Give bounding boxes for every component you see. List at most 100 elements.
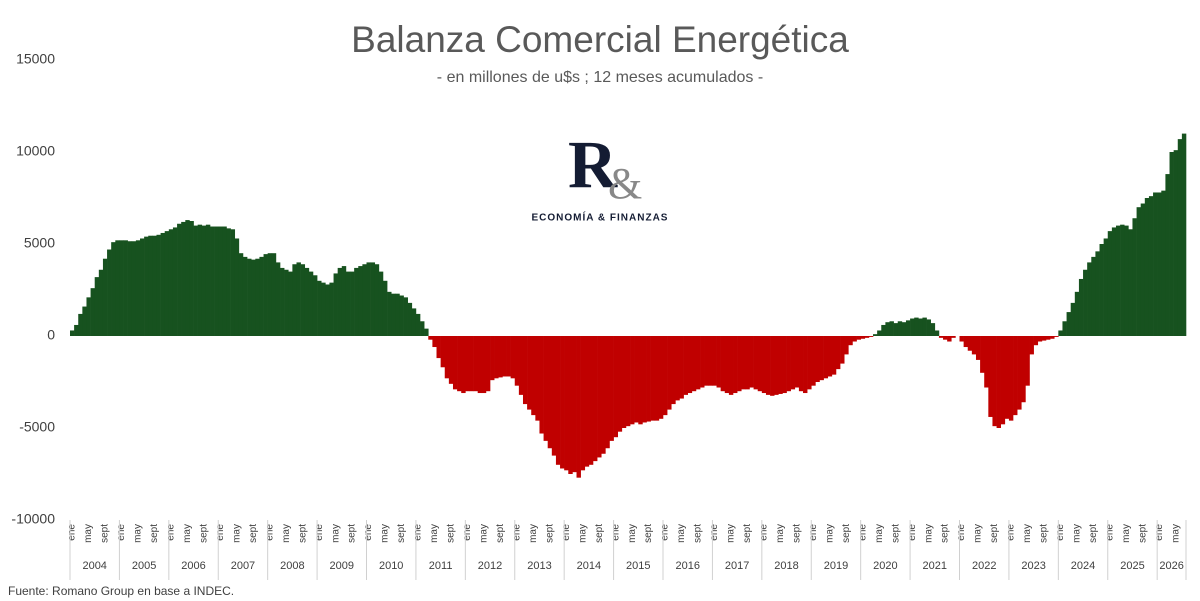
bar — [452, 336, 458, 390]
bar — [325, 284, 330, 336]
bar — [1148, 196, 1154, 336]
bar — [943, 336, 948, 340]
bar — [164, 231, 170, 336]
bar — [242, 256, 248, 336]
bar — [835, 336, 841, 370]
bar — [218, 226, 223, 336]
x-tick-label: ene — [1006, 524, 1017, 541]
bar — [424, 328, 429, 336]
bar — [485, 336, 491, 392]
bar — [749, 336, 754, 388]
x-tick-label: may — [627, 524, 638, 543]
bar — [551, 336, 557, 456]
bar — [238, 253, 244, 336]
bar — [1111, 227, 1117, 336]
bar — [1169, 152, 1174, 336]
bar — [251, 259, 256, 336]
x-tick-label: may — [1170, 524, 1181, 543]
x-tick-label: may — [824, 524, 835, 543]
bar — [885, 322, 890, 336]
bar — [78, 313, 83, 336]
bar — [407, 302, 413, 336]
bar — [588, 336, 594, 465]
bar — [1091, 256, 1096, 336]
y-tick-label: -5000 — [19, 419, 55, 435]
bar — [564, 336, 569, 471]
bar — [560, 336, 565, 469]
bar — [288, 271, 293, 336]
year-label: 2024 — [1071, 560, 1095, 572]
bar — [934, 330, 940, 336]
bar — [980, 336, 985, 373]
x-tick-label: ene — [561, 524, 572, 541]
bar — [873, 334, 878, 336]
bar — [135, 240, 141, 336]
bar — [362, 264, 367, 336]
bar — [634, 336, 639, 423]
bar — [510, 336, 516, 379]
x-tick-label: may — [479, 524, 490, 543]
bar — [926, 319, 931, 336]
x-tick-label: sept — [544, 524, 555, 543]
bar — [444, 336, 450, 379]
x-tick-label: ene — [610, 524, 621, 541]
bar — [1033, 336, 1039, 346]
bar — [259, 256, 264, 336]
bar — [658, 336, 664, 419]
bar — [535, 336, 540, 421]
bar — [1103, 238, 1109, 336]
bar — [70, 330, 75, 336]
bar — [296, 262, 301, 336]
bar — [131, 241, 137, 336]
bar — [638, 336, 643, 425]
bar — [848, 336, 853, 346]
bar — [304, 267, 310, 336]
year-label: 2017 — [725, 560, 749, 572]
bar — [914, 317, 919, 336]
bar — [502, 336, 507, 377]
x-tick-label: sept — [742, 524, 753, 543]
year-label: 2005 — [132, 560, 156, 572]
bar — [1058, 330, 1063, 336]
bar — [345, 271, 351, 336]
x-tick-label: sept — [198, 524, 209, 543]
bar — [341, 266, 347, 336]
x-tick-label: sept — [594, 524, 605, 543]
bar — [321, 282, 326, 336]
bar — [115, 240, 120, 336]
bar — [765, 336, 771, 395]
bar — [432, 336, 437, 348]
x-tick-label: sept — [791, 524, 802, 543]
bar — [646, 336, 651, 422]
bar — [695, 336, 701, 390]
bar — [86, 297, 91, 336]
bar — [984, 336, 989, 388]
x-tick-label: may — [528, 524, 539, 543]
y-tick-label: 5000 — [24, 235, 55, 251]
year-label: 2008 — [280, 560, 304, 572]
bar — [753, 336, 759, 390]
x-tick-label: sept — [1088, 524, 1099, 543]
bar — [329, 282, 334, 336]
bar — [1157, 192, 1162, 336]
bar — [473, 336, 478, 392]
year-label: 2013 — [527, 560, 551, 572]
bar — [1144, 198, 1150, 336]
x-tick-label: may — [726, 524, 737, 543]
bar — [951, 336, 956, 338]
bar — [337, 267, 343, 336]
bar — [905, 320, 911, 336]
bar — [650, 336, 656, 421]
bar — [189, 221, 194, 336]
bar — [1078, 278, 1084, 336]
x-tick-label: may — [874, 524, 885, 543]
bar — [1115, 225, 1121, 336]
bar — [448, 336, 454, 384]
bar — [901, 322, 907, 336]
x-tick-label: sept — [693, 524, 704, 543]
bar — [642, 336, 647, 423]
year-label: 2009 — [330, 560, 354, 572]
bar — [1181, 133, 1187, 336]
bar — [728, 336, 734, 395]
bar — [498, 336, 503, 378]
